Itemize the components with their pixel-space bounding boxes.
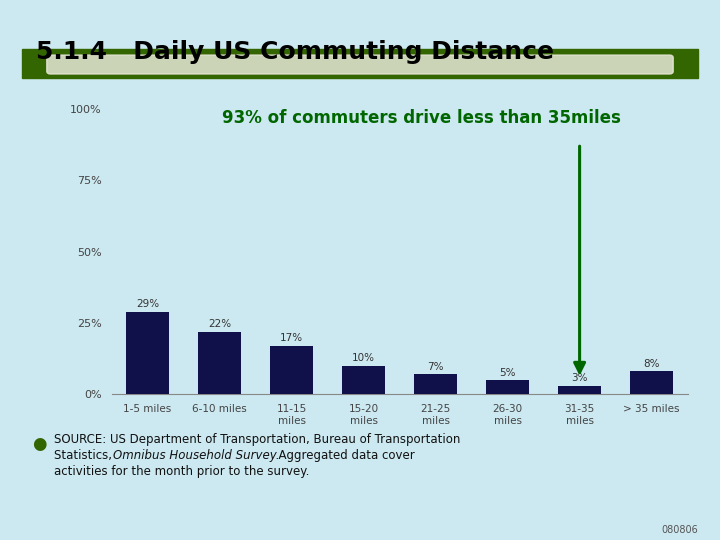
Bar — [126, 312, 169, 394]
Bar — [270, 346, 313, 394]
Text: 17%: 17% — [280, 334, 303, 343]
Bar — [198, 332, 241, 394]
Text: 7%: 7% — [428, 362, 444, 372]
Text: 3%: 3% — [572, 373, 588, 383]
Bar — [558, 386, 601, 394]
Text: Aggregated data cover: Aggregated data cover — [271, 449, 415, 462]
Text: Omnibus Household Survey.: Omnibus Household Survey. — [113, 449, 279, 462]
Text: SOURCE: US Department of Transportation, Bureau of Transportation: SOURCE: US Department of Transportation,… — [54, 433, 460, 446]
Text: Statistics,: Statistics, — [54, 449, 116, 462]
Text: activities for the month prior to the survey.: activities for the month prior to the su… — [54, 465, 310, 478]
Text: 8%: 8% — [644, 359, 660, 369]
Bar — [342, 366, 385, 394]
Text: 29%: 29% — [136, 299, 159, 309]
Text: ●: ● — [32, 435, 47, 453]
Text: 10%: 10% — [352, 353, 375, 363]
Text: 5%: 5% — [500, 368, 516, 377]
Text: 080806: 080806 — [662, 524, 698, 535]
Text: 93% of commuters drive less than 35miles: 93% of commuters drive less than 35miles — [222, 109, 621, 127]
Bar — [630, 372, 673, 394]
Text: 22%: 22% — [208, 319, 231, 329]
Text: 5.1.4   Daily US Commuting Distance: 5.1.4 Daily US Commuting Distance — [36, 40, 554, 64]
Bar — [414, 374, 457, 394]
Bar — [486, 380, 529, 394]
